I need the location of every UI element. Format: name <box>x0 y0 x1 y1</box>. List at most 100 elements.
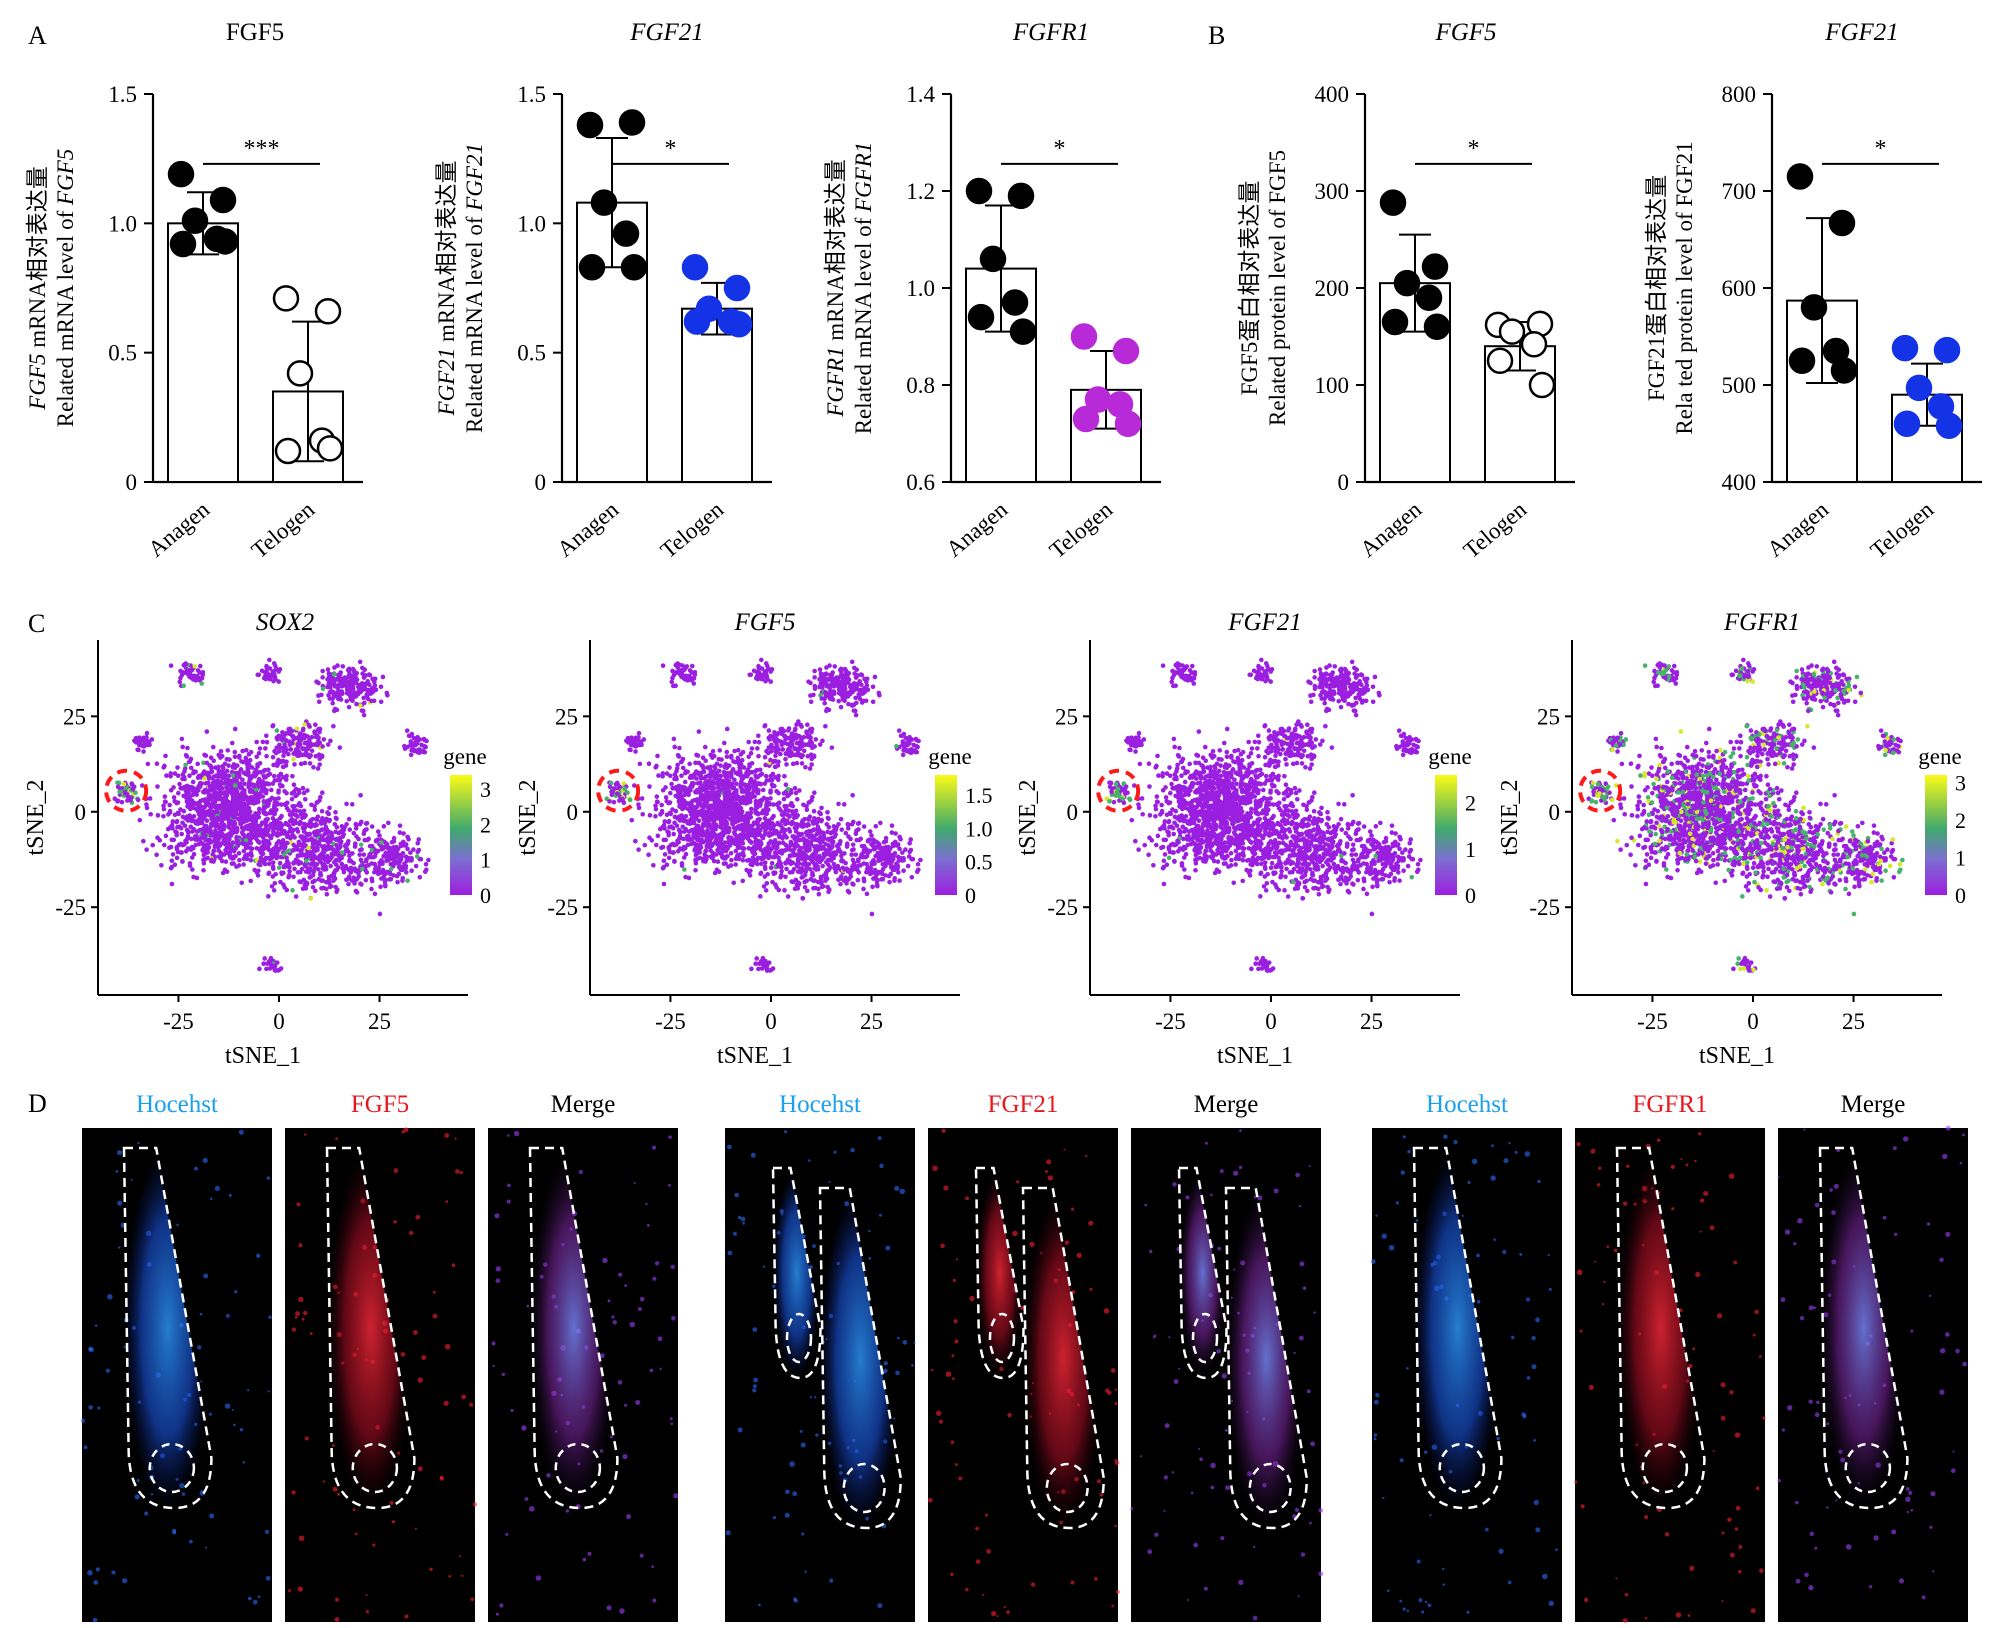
cell-point <box>694 776 699 781</box>
cell-point <box>180 744 185 750</box>
cell-point <box>915 861 921 867</box>
cell-point <box>851 866 857 872</box>
cell-point <box>702 776 707 781</box>
cell-point <box>331 693 337 699</box>
cell-point <box>154 852 159 858</box>
cell-point <box>256 868 261 874</box>
cell-point <box>294 726 300 731</box>
cell-point <box>227 757 232 762</box>
cell-point <box>324 816 329 822</box>
cell-point <box>825 809 830 815</box>
cell-point <box>400 878 405 883</box>
cell-point <box>850 842 856 847</box>
cell-point <box>331 878 336 883</box>
cell-point <box>691 781 697 786</box>
cell-point <box>230 773 236 778</box>
cell-point <box>117 789 122 795</box>
cell-point <box>695 781 701 786</box>
y-tick-label: 300 <box>1315 179 1350 204</box>
cell-point <box>799 875 805 880</box>
cell-point <box>206 789 212 794</box>
cell-point <box>753 773 758 778</box>
cell-point <box>367 688 372 694</box>
cell-point <box>351 875 356 881</box>
cell-point <box>654 794 660 799</box>
cell-point <box>768 790 773 795</box>
cell-point <box>659 825 665 830</box>
cell-point <box>226 788 231 793</box>
cell-point <box>311 830 317 836</box>
cell-point <box>710 854 716 860</box>
cell-point <box>320 878 326 883</box>
cell-point <box>369 698 374 704</box>
x-tick-label-anagen: Anagen <box>143 496 214 561</box>
cell-point <box>743 801 749 806</box>
data-point <box>1070 323 1098 350</box>
cell-point <box>696 760 702 766</box>
cell-point <box>722 790 728 795</box>
cell-point <box>807 840 813 845</box>
cell-point <box>666 819 671 825</box>
cell-point <box>647 835 652 841</box>
cell-point <box>265 846 271 851</box>
cell-point <box>268 787 274 793</box>
cell-point <box>785 786 791 792</box>
cell-point <box>321 885 326 891</box>
cell-point <box>776 855 781 860</box>
cell-point <box>344 821 349 827</box>
cell-point <box>664 862 670 868</box>
cell-point <box>855 877 861 883</box>
cell-point <box>266 781 272 787</box>
cell-point <box>654 799 660 805</box>
y-tick-label: 100 <box>1315 373 1350 398</box>
cell-point <box>291 842 297 848</box>
cell-point <box>702 852 707 857</box>
cell-point <box>420 748 426 753</box>
cell-point <box>203 850 209 856</box>
cell-point <box>204 729 210 734</box>
cell-point <box>342 843 348 849</box>
cell-point <box>262 829 268 835</box>
cell-point <box>228 843 234 848</box>
cell-point <box>235 838 240 844</box>
cell-point <box>869 911 875 917</box>
y-tick-label: 0.6 <box>906 470 935 495</box>
cell-point <box>137 817 143 823</box>
cell-point <box>349 802 355 807</box>
cell-point <box>842 851 847 856</box>
cell-point <box>169 881 175 887</box>
cell-point <box>276 865 282 871</box>
cell-point <box>269 884 275 889</box>
cell-point <box>905 863 911 869</box>
cell-point <box>248 749 254 755</box>
cell-point <box>261 820 267 826</box>
cell-point <box>897 834 902 840</box>
cell-point <box>366 836 371 842</box>
data-point <box>723 274 751 302</box>
cell-point <box>289 728 294 734</box>
cell-point <box>298 834 303 839</box>
cell-point <box>858 836 863 842</box>
cell-point <box>214 840 219 846</box>
cell-point <box>817 667 823 672</box>
cell-point <box>272 674 277 680</box>
cell-point <box>273 871 278 877</box>
cell-point <box>257 966 262 972</box>
y-axis-label-en: Related protein level of FGF5 <box>1265 150 1290 426</box>
cell-point <box>162 794 168 799</box>
cell-point <box>818 835 823 840</box>
cell-point <box>339 850 345 855</box>
cell-point <box>179 831 185 837</box>
cell-point <box>245 798 251 804</box>
cell-point <box>749 840 754 845</box>
cell-point <box>871 840 876 845</box>
cell-point <box>261 804 267 810</box>
cell-point <box>765 845 771 850</box>
cell-point <box>895 842 901 847</box>
cell-point <box>782 810 787 816</box>
cell-point <box>734 781 739 787</box>
cell-point <box>115 799 120 804</box>
cell-point <box>670 785 676 791</box>
cell-point <box>274 800 280 806</box>
cell-point <box>270 754 276 760</box>
